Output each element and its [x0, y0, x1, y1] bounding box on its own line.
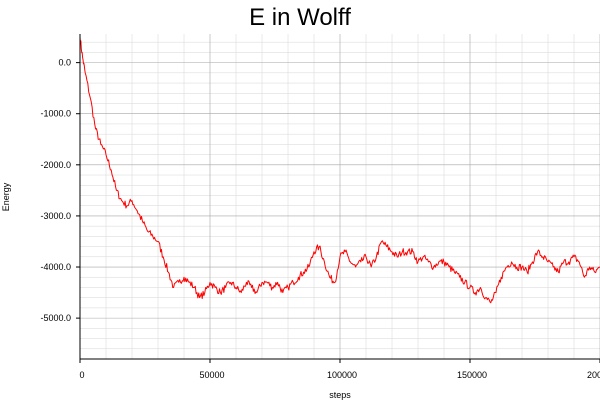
y-tick-label: -5000.0	[40, 313, 71, 323]
chart-title: E in Wolff	[249, 4, 351, 31]
y-tick-label: 0.0	[58, 58, 71, 68]
plot-area	[79, 34, 600, 360]
x-axis-label: steps	[329, 390, 351, 400]
y-tick-label: -1000.0	[40, 109, 71, 119]
energy-series-line	[79, 37, 600, 304]
x-tick-label: 50000	[199, 370, 224, 380]
y-tick-label: -3000.0	[40, 211, 71, 221]
x-tick-label: 100000	[327, 370, 357, 380]
x-tick-label: 200000	[587, 370, 600, 380]
x-tick-label: 0	[79, 370, 84, 380]
x-tick-label: 150000	[457, 370, 487, 380]
minor-grid-vertical	[105, 34, 575, 359]
y-axis-label: Energy	[1, 182, 11, 211]
y-tick-label: -4000.0	[40, 262, 71, 272]
y-tick-label: -2000.0	[40, 160, 71, 170]
y-axis-ticks: 0.0 -1000.0 -2000.0 -3000.0 -4000.0 -5000.0	[40, 58, 80, 323]
x-axis-ticks: 0 50000 100000 150000 200000	[79, 359, 600, 380]
